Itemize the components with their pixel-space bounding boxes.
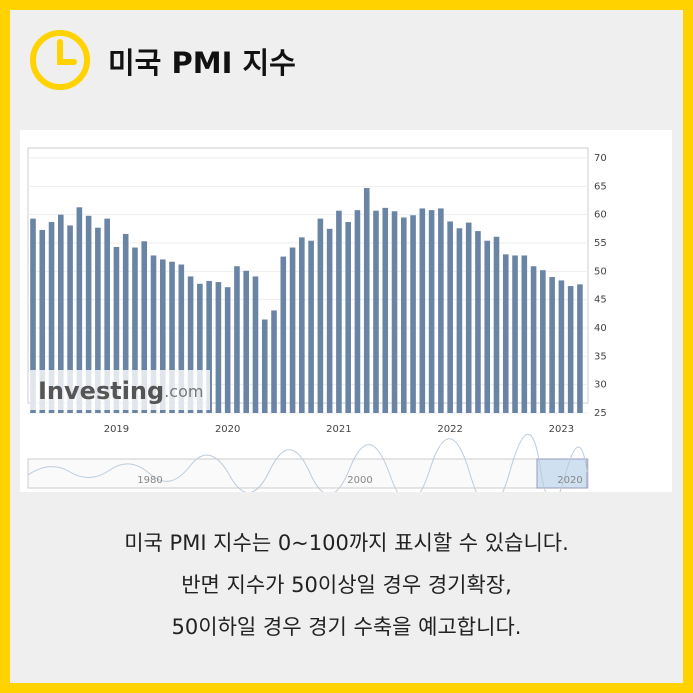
bar: [280, 256, 287, 413]
bar: [104, 218, 110, 413]
bar: [234, 266, 240, 413]
bar: [373, 210, 379, 413]
bar: [382, 207, 389, 413]
bar: [540, 270, 546, 413]
x-tick-label: 2019: [104, 424, 129, 435]
x-tick-label: 2022: [437, 424, 462, 435]
bar: [132, 247, 138, 413]
watermark-part: .com: [164, 382, 203, 401]
bar: [252, 276, 259, 413]
y-tick-label: 30: [594, 380, 607, 391]
bar: [475, 231, 481, 413]
body-line: 반면 지수가 50이상일 경우 경기확장,: [181, 573, 512, 597]
bar: [85, 215, 92, 413]
bar: [577, 284, 583, 413]
navigator-window: [536, 458, 588, 489]
bar: [419, 208, 426, 413]
title: 미국 PMI 지수: [108, 46, 296, 80]
x-tick-label: 2020: [215, 424, 240, 435]
bar: [289, 247, 296, 413]
bar: [58, 214, 64, 413]
body-text: 미국 PMI 지수는 0~100까지 표시할 수 있습니다. 반면 지수가 50이…: [10, 522, 683, 648]
body-line: 미국 PMI 지수는 0~100까지 표시할 수 있습니다.: [124, 531, 569, 555]
bar: [271, 310, 277, 413]
y-tick-label: 70: [594, 153, 607, 164]
navigator-label: 2020: [557, 475, 582, 486]
bar: [549, 277, 555, 413]
y-tick-label: 50: [594, 266, 607, 277]
y-tick-label: 25: [594, 408, 607, 419]
y-tick-label: 55: [594, 238, 607, 249]
navigator-label: 2000: [347, 475, 372, 486]
bar: [67, 225, 73, 413]
bar: [567, 286, 574, 413]
navigator-label: 1980: [137, 475, 162, 486]
bar: [530, 266, 537, 413]
bar: [113, 246, 120, 413]
body-line: 50이하일 경우 경기 수축을 예고합니다.: [171, 615, 522, 639]
bar: [317, 218, 324, 413]
bar: [363, 188, 370, 413]
bar: [410, 215, 416, 413]
bar: [261, 319, 268, 413]
bar: [326, 228, 333, 413]
bar: [159, 259, 166, 413]
bar: [456, 228, 463, 413]
watermark: Investing.com: [38, 377, 203, 405]
bar: [521, 255, 528, 413]
clock-hands: [57, 39, 77, 65]
bar: [169, 261, 175, 413]
graphics: [30, 30, 90, 90]
bar: [243, 270, 250, 413]
bar: [141, 241, 148, 413]
navigator-line: [27, 433, 588, 492]
y-tick-label: 35: [594, 351, 607, 362]
bar: [447, 221, 453, 413]
bar: [39, 229, 46, 413]
bar: [345, 222, 351, 413]
y-tick-label: 60: [594, 210, 607, 221]
bar: [308, 240, 314, 413]
watermark-part: Investing: [38, 377, 164, 405]
bar: [48, 222, 55, 413]
bar: [428, 210, 435, 413]
chart: 25 30 35 40 45 50 55 60 65 70 2019 2020 2021 2022 2023…: [20, 130, 672, 492]
plot-frame: [27, 147, 589, 404]
bar: [512, 255, 518, 413]
clock-icon: [30, 30, 90, 90]
bar: [354, 210, 361, 413]
bar: [30, 218, 36, 413]
bar: [150, 255, 157, 413]
x-tick-label: 2023: [549, 424, 574, 435]
bar: [215, 282, 222, 413]
bar: [401, 217, 407, 413]
bar: [391, 211, 398, 413]
bar: [224, 287, 231, 413]
bar: [187, 276, 194, 413]
x-tick-label: 2021: [326, 424, 351, 435]
watermark-bg: [30, 370, 210, 410]
bar: [336, 210, 342, 413]
bar: [465, 222, 472, 413]
bar: [95, 227, 101, 413]
bar: [206, 280, 212, 413]
y-tick-label: 45: [594, 295, 607, 306]
bar: [197, 283, 203, 413]
bar: [299, 237, 305, 413]
y-tick-label: 40: [594, 323, 607, 334]
bar: [493, 236, 500, 413]
navigator: [27, 458, 589, 489]
bar: [76, 207, 83, 413]
bar: [484, 240, 491, 413]
bar: [438, 208, 444, 413]
bar: [502, 254, 509, 413]
bar: [558, 280, 565, 413]
bar: [178, 264, 185, 413]
bar: [122, 233, 129, 413]
y-tick-label: 65: [594, 181, 607, 192]
